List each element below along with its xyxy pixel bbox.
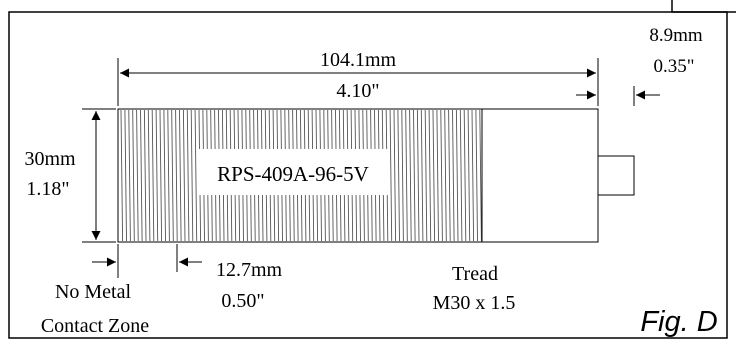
thread-line: [401, 109, 404, 242]
thread-line: [186, 109, 190, 242]
thread-line: [440, 109, 443, 242]
thread-line: [436, 109, 439, 242]
thread-line: [463, 109, 467, 242]
thread-line: [424, 109, 428, 242]
tip-in-label: 0.35": [653, 56, 694, 77]
thread-line: [393, 109, 397, 242]
thread-label-line1: Tread: [452, 263, 498, 285]
thread-line: [397, 109, 400, 242]
no-metal-zone-dimension: 12.7mm 0.50" No Metal Contact Zone: [41, 244, 283, 337]
thread-line: [147, 109, 151, 242]
thread-line: [171, 109, 174, 242]
no-metal-mm-label: 12.7mm: [216, 259, 283, 281]
thread-line: [190, 109, 194, 242]
thread-line: [182, 109, 186, 242]
thread-line: [151, 109, 155, 242]
thread-line: [444, 109, 447, 242]
tip-dimension: 8.9mm 0.35": [576, 25, 703, 106]
diameter-mm-label: 30mm: [24, 148, 76, 170]
thread-line: [459, 109, 463, 242]
thread-line: [163, 109, 166, 242]
thread-line: [432, 109, 436, 242]
thread-line: [155, 109, 159, 242]
thread-line: [136, 109, 139, 242]
frame-border: [8, 11, 728, 339]
thread-line: [143, 109, 147, 242]
thread-label-line2: M30 x 1.5: [433, 292, 516, 314]
no-metal-zone-label-line2: Contact Zone: [41, 315, 149, 337]
thread-line: [475, 109, 478, 242]
thread-line: [428, 109, 432, 242]
thread-line: [140, 109, 143, 242]
thread-line: [448, 109, 451, 242]
thread-line: [409, 109, 412, 242]
length-in-label: 4.10": [336, 80, 379, 102]
thread-line: [128, 109, 131, 242]
thread-line: [455, 109, 459, 242]
thread-line: [467, 109, 471, 242]
thread-line: [413, 109, 416, 242]
thread-line: [167, 109, 170, 242]
thread-line: [479, 109, 482, 242]
thread-line: [194, 109, 198, 242]
thread-line: [120, 109, 124, 242]
figure-label: Fig. D: [640, 306, 717, 338]
thread-line: [471, 109, 475, 242]
diameter-dimension: 30mm 1.18": [24, 108, 116, 243]
title-block-tab: [671, 0, 736, 13]
thread-line: [175, 109, 178, 242]
thread-line: [420, 109, 424, 242]
thread-line: [416, 109, 420, 242]
sensor-body: [481, 108, 599, 243]
no-metal-in-label: 0.50": [221, 290, 264, 312]
thread-line: [124, 109, 127, 242]
length-mm-label: 104.1mm: [320, 49, 397, 71]
thread-line: [132, 109, 135, 242]
part-label-box: [198, 149, 388, 195]
tip-mm-label: 8.9mm: [649, 25, 703, 46]
thread-line: [452, 109, 455, 242]
length-dimension: 104.1mm 4.10": [117, 49, 599, 106]
thread-line: [405, 109, 408, 242]
connector-stub: [597, 155, 635, 196]
part-label: RPS-409A-96-5V: [217, 162, 369, 186]
no-metal-zone-label-line1: No Metal: [55, 281, 132, 303]
thread-line: [389, 109, 393, 242]
diameter-in-label: 1.18": [26, 178, 69, 200]
thread-line: [179, 109, 182, 242]
thread-line: [159, 109, 163, 242]
